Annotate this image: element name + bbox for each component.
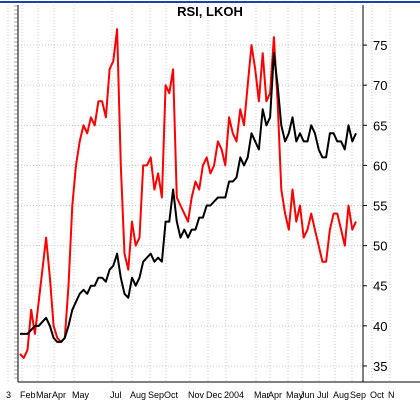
- y-tick-label: 65: [373, 118, 387, 133]
- x-tick-label: Aug: [130, 390, 146, 400]
- x-tick-label: Nov: [188, 390, 205, 400]
- y-tick-label: 35: [373, 359, 387, 374]
- x-tick-label: Apr: [52, 390, 66, 400]
- y-tick-labels: 35 40 45 50 55 60 65 70 75: [17, 5, 420, 383]
- x-tick-labels: 3 Feb Mar Apr May Jul Aug Sep Oct Nov Dec 2004 MarAp…: [6, 390, 395, 400]
- x-tick-label: Mar: [254, 390, 270, 400]
- x-tick-label: Jul: [110, 390, 122, 400]
- y-tick-label: 75: [373, 38, 387, 53]
- chart-title: RSI, LKOH: [177, 4, 243, 19]
- y-tick-label: 50: [373, 239, 387, 254]
- x-tick-label: Feb: [20, 390, 36, 400]
- y-tick-label: 55: [373, 199, 387, 214]
- series-layer: [19, 28, 357, 359]
- x-tick-label: Oct: [164, 390, 179, 400]
- x-tick-label: Mar: [36, 390, 52, 400]
- y-tick-label: 40: [373, 319, 387, 334]
- x-tick-label: Sep: [148, 390, 164, 400]
- x-tick-label: Oct: [370, 390, 385, 400]
- x-tick-label: Jul: [317, 390, 329, 400]
- series-line-2: [20, 52, 357, 343]
- x-tick-label: 3: [6, 390, 11, 400]
- x-tick-label: May: [286, 390, 304, 400]
- x-tick-label: 2004: [224, 390, 244, 400]
- y-tick-label: 45: [373, 279, 387, 294]
- x-tick-label: Dec: [206, 390, 223, 400]
- x-tick-label: Apr: [268, 390, 282, 400]
- series-line-1: [19, 28, 357, 359]
- x-tick-label: Sep: [350, 390, 366, 400]
- x-tick-label: N: [388, 390, 395, 400]
- x-tick-label: May: [72, 390, 90, 400]
- x-tick-label: Aug: [333, 390, 349, 400]
- x-tick-label: Jun: [300, 390, 315, 400]
- y-tick-label: 70: [373, 78, 387, 93]
- left-scale-layer: [14, 5, 18, 379]
- y-tick-label: 60: [373, 158, 387, 173]
